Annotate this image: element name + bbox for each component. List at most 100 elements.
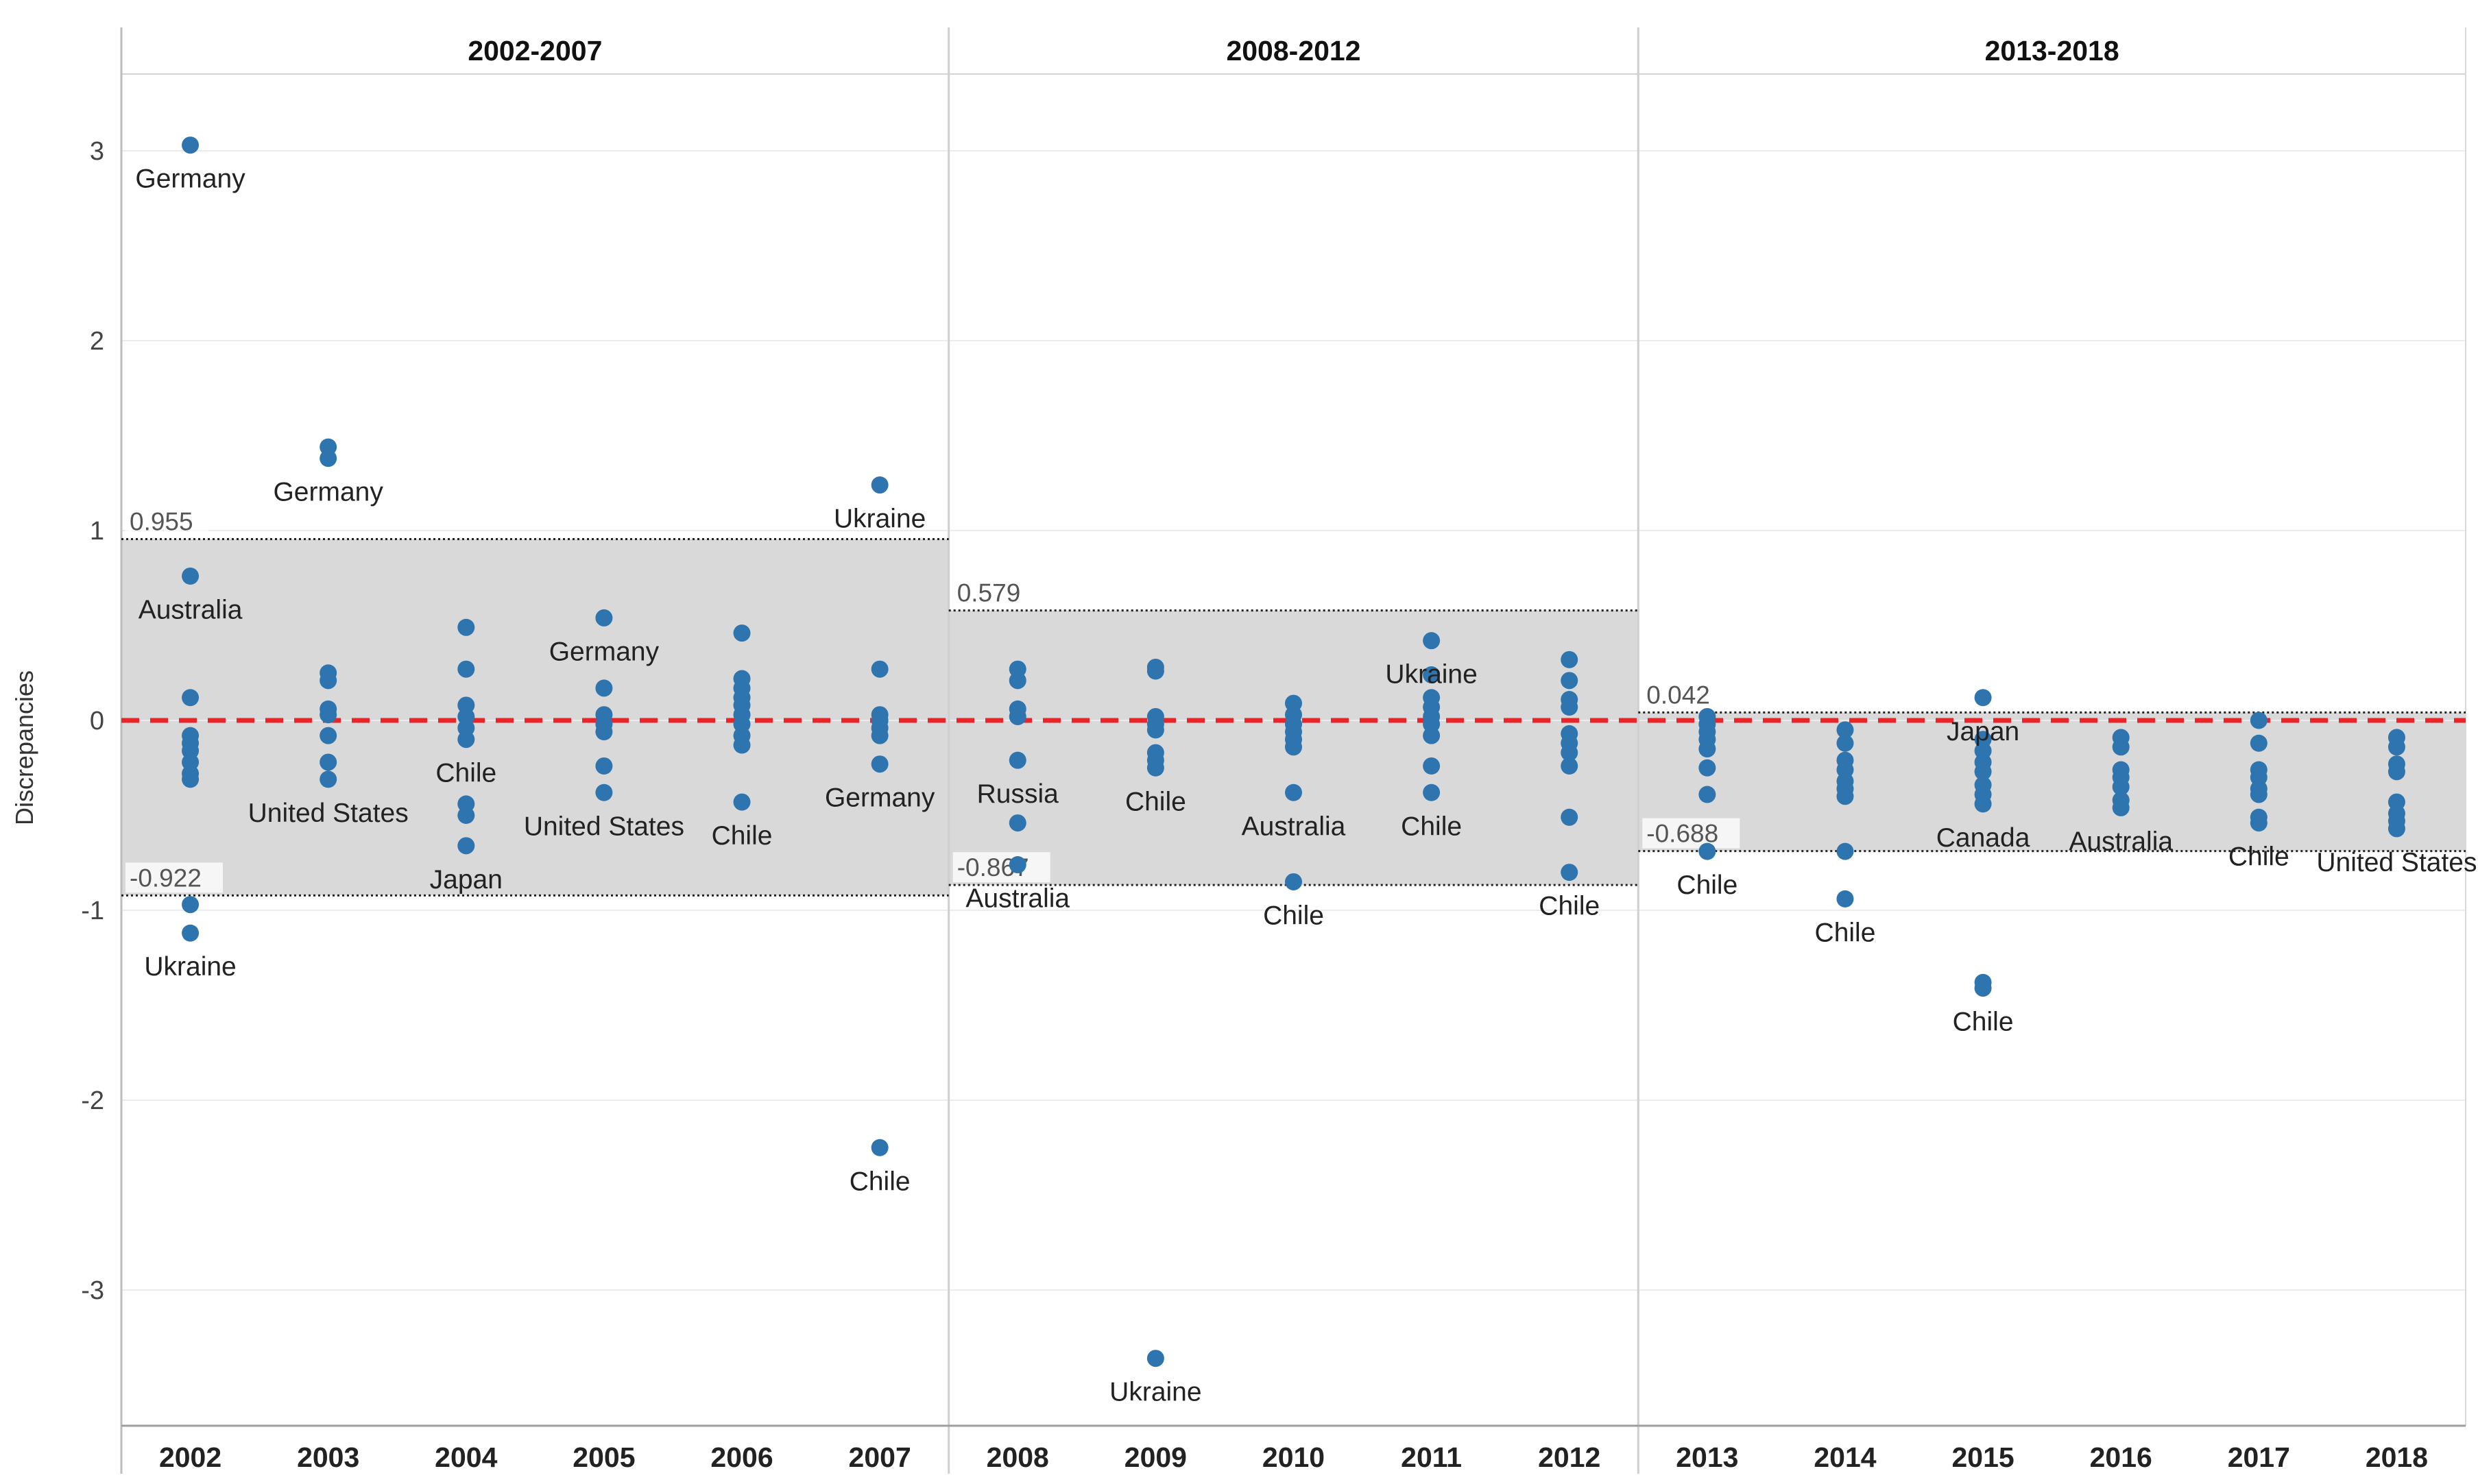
x-tick-label-2017: 2017 [2228,1442,2290,1473]
point-label: Ukraine [834,504,926,534]
data-point-2002 [182,770,200,788]
y-tick-label: -3 [81,1276,104,1305]
point-label: Germany [549,637,660,666]
data-point-2011 [1423,632,1441,650]
ref-label-upper: 0.042 [1646,681,1710,709]
data-point-2017 [2250,734,2268,752]
x-tick-label-2009: 2009 [1124,1442,1187,1473]
x-tick-label-2011: 2011 [1401,1442,1462,1473]
data-point-2003 [320,753,337,771]
x-tick-label-2018: 2018 [2366,1442,2428,1473]
x-tick-label-2013: 2013 [1676,1442,1738,1473]
data-point-2003 [320,706,337,724]
data-point-2012 [1561,808,1578,826]
data-point-2015 [1974,763,1992,781]
ref-label-bg [125,506,208,537]
data-point-2013 [1698,740,1716,758]
point-label: Ukraine [1385,660,1477,690]
data-point-2006 [733,624,751,642]
data-point-2004 [457,837,475,855]
data-point-2011 [1423,727,1441,744]
panel-frame [120,27,2466,1474]
data-point-2008 [1009,707,1026,725]
y-tick-label: 2 [90,327,104,356]
point-label: Chile [1539,892,1600,921]
x-tick-label-2005: 2005 [573,1442,635,1473]
data-point-2008 [1009,751,1026,769]
band-2013-2018 [1638,712,2466,851]
data-point-2004 [457,660,475,678]
data-point-2016 [2112,738,2130,756]
x-tick-label-2010: 2010 [1262,1442,1325,1473]
data-point-2008 [1009,814,1026,832]
data-point-2008 [1009,672,1026,690]
point-label: Russia [977,779,1059,809]
y-tick-label: 0 [90,707,104,735]
data-point-2003 [320,770,337,788]
data-point-2011 [1423,783,1441,801]
point-label: Chile [2228,842,2289,872]
point-label: United States [248,799,409,828]
data-point-2012 [1561,744,1578,762]
data-point-2007 [871,660,889,678]
data-point-2005 [595,609,613,627]
data-point-2009 [1146,759,1164,777]
x-tick-label-2008: 2008 [987,1442,1049,1473]
point-label: Germany [273,478,383,507]
data-point-2003 [320,450,337,467]
data-point-2016 [2112,799,2130,816]
data-point-2007 [871,476,889,494]
point-label: Chile [1815,918,1876,947]
data-point-2015 [1974,689,1992,707]
data-point-2010 [1285,783,1302,801]
data-point-2012 [1561,757,1578,775]
data-point-2008 [1009,856,1026,874]
data-point-2017 [2250,814,2268,832]
data-point-2005 [595,723,613,741]
x-tick-label-2002: 2002 [159,1442,221,1473]
data-point-2004 [457,731,475,749]
x-tick-label-2012: 2012 [1538,1442,1600,1473]
data-point-2017 [2250,786,2268,803]
point-label: Ukraine [1109,1378,1201,1407]
data-point-2013 [1698,842,1716,860]
point-label: Chile [1125,787,1186,816]
x-tick-label-2004: 2004 [435,1442,497,1473]
point-label: Chile [712,821,773,851]
point-label: Chile [1676,871,1737,900]
data-point-2014 [1836,788,1854,805]
data-point-2002 [182,136,200,154]
data-point-2018 [2387,763,2405,781]
y-axis: 3 2 1 0 -1 -2 -3 Discrepancies [10,137,104,1305]
data-point-2002 [182,689,200,707]
y-tick-label: -2 [81,1086,104,1115]
point-label: Australia [2069,827,2173,856]
data-point-2003 [320,672,337,690]
ref-label-upper: 0.579 [957,579,1021,607]
ref-label-bg [952,577,1036,608]
data-point-2002 [182,567,200,585]
y-axis-title: Discrepancies [10,670,38,825]
data-point-2010 [1285,738,1302,756]
point-label: Chile [850,1167,911,1196]
data-point-2016 [2112,778,2130,796]
data-points [182,136,2405,1367]
data-point-2005 [595,783,613,801]
data-point-2006 [733,793,751,811]
point-label: Ukraine [144,952,236,982]
x-tick-label-2007: 2007 [849,1442,911,1473]
data-point-2010 [1285,873,1302,890]
data-point-2015 [1974,980,1992,997]
point-label: Australia [1242,812,1346,841]
point-label: United States [2316,848,2477,877]
data-point-2017 [2250,711,2268,729]
x-tick-label-2015: 2015 [1951,1442,2014,1473]
data-point-2007 [871,1139,889,1156]
point-label: Australia [139,595,243,624]
x-tick-label-2016: 2016 [2090,1442,2152,1473]
ref-label-bg [1642,679,1726,710]
point-label: Chile [1401,812,1462,841]
point-labels: Germany Australia Ukraine Germany United Sta… [135,165,2477,1407]
